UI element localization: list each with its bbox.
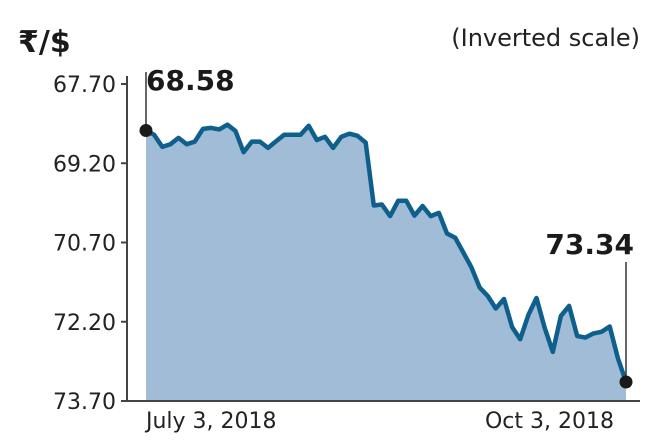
y-tick-label: 69.20 (53, 152, 116, 177)
callout-label-start: 68.58 (146, 64, 235, 97)
y-tick-label: 72.20 (53, 311, 116, 336)
plot-area (143, 122, 629, 401)
callout-label-end: 73.34 (545, 228, 634, 261)
callout-dot-start (139, 123, 153, 137)
y-axis: 67.70 69.20 70.70 72.20 73.70 (53, 73, 128, 415)
y-tick-label: 67.70 (53, 73, 116, 98)
x-tick-label-start: July 3, 2018 (144, 409, 277, 434)
chart-subtitle: (Inverted scale) (451, 24, 640, 52)
chart-title: ₹/$ (18, 25, 71, 60)
x-tick-label-end: Oct 3, 2018 (485, 409, 614, 434)
series-line (143, 122, 629, 385)
callout-dot-end (619, 375, 633, 389)
callouts: 68.58 73.34 (139, 64, 634, 389)
x-axis: July 3, 2018 Oct 3, 2018 (127, 400, 640, 434)
y-tick-label: 70.70 (53, 232, 116, 257)
y-tick-label: 73.70 (53, 390, 116, 415)
series-area (146, 124, 626, 401)
